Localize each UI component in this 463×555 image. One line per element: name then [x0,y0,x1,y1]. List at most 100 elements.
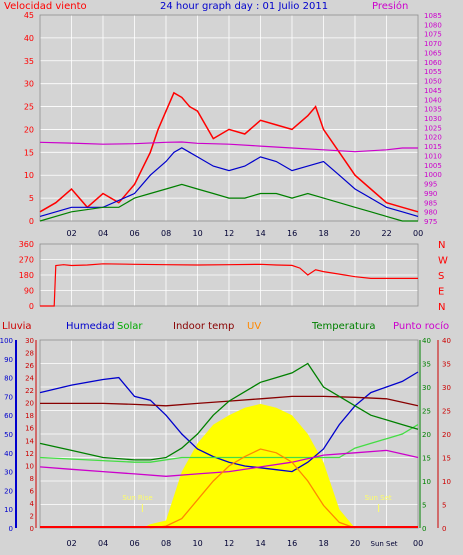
series-blue [39,147,419,217]
sunset-label: Sun Set [365,494,392,502]
direction-ytick: 270 [19,256,34,265]
climate-xtick: 06 [130,539,140,548]
climate-xtick: 16 [287,539,297,548]
temp2-ytick: 25 [442,408,451,416]
humidity-ytick: 90 [4,356,13,364]
compass-label: N [438,302,445,313]
rain-ytick: 10 [25,462,34,470]
solar-label: Solar [117,321,143,332]
presion-label: Presión [372,0,408,12]
wind-xtick: 02 [67,229,77,238]
wind-ytick: 20 [24,125,34,134]
wind-frame [39,14,419,222]
page-title: 24 hour graph day : 01 Julio 2011 [160,1,328,12]
sunrise-label: Sun Rise [122,494,152,502]
rain-ytick: 8 [30,475,34,483]
pressure-ytick: 1030 [424,115,442,123]
climate-xtick: 14 [256,539,266,548]
temp2-ytick: 20 [442,431,451,439]
humidity-ytick: 70 [4,393,13,401]
temp-ytick: 5 [422,502,426,510]
wind-xtick: 12 [224,229,234,238]
climate-xtick: 08 [161,539,171,548]
series-humedad [39,371,419,473]
humidity-ytick: 30 [4,469,13,477]
temp-ytick: 15 [422,455,431,463]
wind-ytick: 0 [29,217,34,226]
temp2-ytick: 30 [442,384,451,392]
direction-ytick: 0 [29,302,34,311]
wind-ytick: 30 [24,80,34,89]
rain-ytick: 26 [25,362,34,370]
compass-label: W [438,256,448,267]
climate-xtick: 04 [98,539,108,548]
wind-xtick: 04 [98,229,108,238]
climate-xtick: 02 [67,539,77,548]
punto-rocio-label: Punto rocío [393,320,449,332]
wind-xtick: 16 [287,229,297,238]
pressure-ytick: 1035 [424,106,442,114]
lluvia-label: Lluvia [2,321,32,332]
series-pressure [39,141,418,153]
series-punto-rocío [39,449,419,477]
rain-ytick: 2 [30,512,34,520]
wind-xtick: 22 [382,229,392,238]
rain-ytick: 16 [25,425,34,433]
wind-chart: 0510152025303540459759809859909951000100… [24,11,442,238]
pressure-ytick: 1020 [424,134,442,142]
pressure-ytick: 1070 [424,40,442,48]
temp-ytick: 30 [422,384,431,392]
pressure-ytick: 1010 [424,152,442,160]
humidity-ytick: 60 [4,412,13,420]
temp2-ytick: 0 [442,525,446,533]
temp2-ytick: 10 [442,478,451,486]
pressure-ytick: 1075 [424,31,442,39]
humidity-ytick: 10 [4,506,13,514]
direction-ytick: 360 [19,240,34,249]
series-uv [150,448,356,529]
pressure-ytick: 980 [424,209,437,217]
temp-ytick: 35 [422,361,431,369]
rain-ytick: 0 [30,525,34,533]
rain-ytick: 12 [25,450,34,458]
pressure-ytick: 975 [424,218,437,226]
humidity-ytick: 20 [4,487,13,495]
rain-ytick: 4 [30,500,35,508]
pressure-ytick: 990 [424,190,437,198]
wind-xtick: 14 [256,229,266,238]
wind-ytick: 5 [29,194,34,203]
wind-xtick: 08 [161,229,171,238]
wind-xtick: 06 [130,229,140,238]
pressure-ytick: 985 [424,199,437,207]
humidity-ytick: 40 [4,450,13,458]
direction-ytick: 180 [19,271,34,280]
temp2-ytick: 15 [442,455,451,463]
wind-ytick: 45 [24,11,34,20]
humidity-ytick: 100 [0,337,13,345]
pressure-ytick: 1025 [424,124,442,132]
temp2-ytick: 35 [442,361,451,369]
climate-xtick: 18 [319,539,329,548]
velocidad-viento-label: Velocidad viento [4,1,87,12]
pressure-ytick: 1085 [424,12,442,20]
humidity-ytick: 80 [4,375,13,383]
pressure-ytick: 1000 [424,171,442,179]
pressure-ytick: 995 [424,181,437,189]
wind-ytick: 10 [24,171,34,180]
temp-ytick: 20 [422,431,431,439]
series-direction [40,263,418,307]
temp2-ytick: 40 [442,337,451,345]
rain-ytick: 24 [25,375,34,383]
pressure-ytick: 1055 [424,68,442,76]
temp-ytick: 40 [422,337,431,345]
pressure-ytick: 1060 [424,59,442,67]
rain-ytick: 28 [25,350,34,358]
wind-ytick: 15 [24,148,34,157]
rain-ytick: 22 [25,387,34,395]
pressure-ytick: 1065 [424,49,442,57]
temp-ytick: 25 [422,408,431,416]
climate-xtick: 10 [193,539,203,548]
compass-label: N [438,240,445,251]
temp2-ytick: 5 [442,502,446,510]
rain-ytick: 6 [30,487,35,495]
